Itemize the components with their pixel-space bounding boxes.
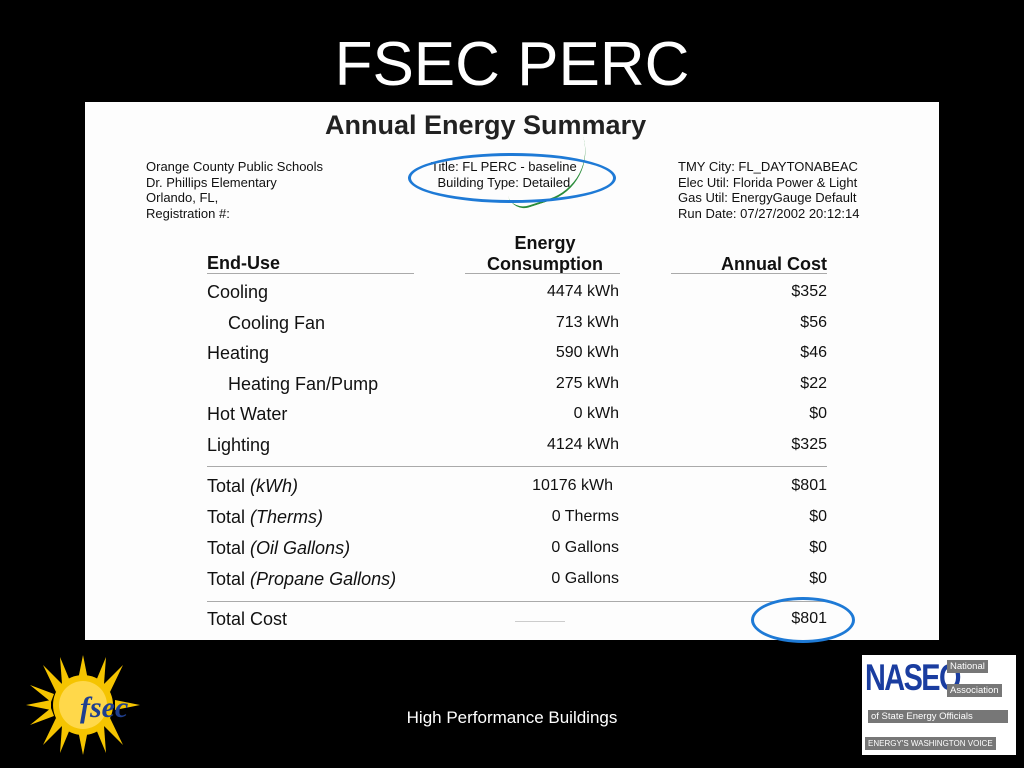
naseo-tag: of State Energy Officials	[868, 710, 1008, 723]
total-rule	[207, 601, 827, 602]
total-unit: (kWh)	[250, 476, 299, 496]
row-cost: $352	[791, 283, 827, 300]
header-left-line: Registration #:	[146, 205, 230, 221]
header-rule	[671, 273, 827, 274]
row-energy: 0 Therms	[551, 508, 619, 525]
total-label: Total	[207, 569, 246, 589]
row-label: Total (Propane Gallons)	[207, 569, 396, 590]
total-label: Total	[207, 476, 246, 496]
column-header-energy: Energy Consumption	[465, 233, 625, 275]
header-left-line: Orange County Public Schools	[146, 159, 324, 174]
row-label: Heating	[207, 343, 270, 363]
header-right-line: Elec Util: Florida Power & Light	[678, 174, 858, 190]
slide-footer: High Performance Buildings	[406, 708, 618, 727]
table-row: Total (Propane Gallons) 0 Gallons $0	[85, 569, 939, 599]
header-left-line: Orlando, FL,	[146, 190, 219, 205]
title-circle-annotation	[408, 153, 616, 203]
header-right: TMY City: FL_DAYTONABEAC Elec Util: Flor…	[678, 159, 859, 221]
row-energy: 275 kWh	[555, 375, 619, 392]
row-energy: 713 kWh	[555, 314, 619, 331]
row-cost: $0	[809, 539, 827, 556]
row-energy: 4124 kWh	[546, 436, 619, 453]
total-unit: (Propane Gallons)	[250, 569, 397, 589]
row-cost: $801	[791, 477, 827, 494]
table-row: Hot Water 0 kWh $0	[85, 404, 939, 434]
row-energy: 4474 kWh	[546, 283, 619, 300]
column-header-energy-line1: Energy	[514, 233, 576, 253]
header-right-line: TMY City: FL_DAYTONABEAC	[678, 159, 858, 174]
row-energy: 0 kWh	[573, 405, 619, 422]
naseo-tag: Association	[947, 684, 1002, 697]
row-label: Total (kWh)	[207, 476, 298, 497]
table-row: Cooling 4474 kWh $352	[85, 282, 939, 312]
slide-title: FSEC PERC	[334, 30, 690, 99]
total-cost-circle-annotation	[751, 597, 855, 643]
fsec-logo: fsec	[26, 655, 140, 755]
sun-icon	[26, 655, 140, 755]
total-unit: (Oil Gallons)	[250, 538, 351, 558]
table-row: Total (kWh) 10176 kWh $801	[85, 476, 939, 506]
subtotal-rule	[207, 466, 827, 467]
header-right-line: Gas Util: EnergyGauge Default	[678, 190, 857, 205]
row-cost: $0	[809, 508, 827, 525]
naseo-logo: NASEO National Association of State Ener…	[862, 655, 1016, 755]
row-label: Cooling Fan	[228, 313, 326, 333]
row-cost: $325	[791, 436, 827, 453]
table-row: Total (Oil Gallons) 0 Gallons $0	[85, 538, 939, 568]
column-header-energy-line2: Consumption	[487, 254, 603, 274]
naseo-tag: National	[947, 660, 988, 673]
table-row: Cooling Fan 713 kWh $56	[85, 313, 939, 343]
row-label: Heating Fan/Pump	[228, 374, 379, 394]
total-label: Total	[207, 507, 246, 527]
header-rule	[207, 273, 414, 274]
dash-mark	[515, 621, 565, 622]
total-label: Total	[207, 538, 246, 558]
document-title: Annual Energy Summary	[325, 110, 647, 140]
header-left-line: Dr. Phillips Elementary	[146, 174, 277, 190]
row-cost: $0	[809, 405, 827, 422]
row-energy: 10176 kWh	[532, 477, 613, 494]
header-rule	[465, 273, 620, 274]
row-cost: $22	[800, 375, 827, 392]
table-row: Total (Therms) 0 Therms $0	[85, 507, 939, 537]
table-row: Heating Fan/Pump 275 kWh $22	[85, 374, 939, 404]
header-right-line: Run Date: 07/27/2002 20:12:14	[678, 205, 860, 221]
row-label: Total (Oil Gallons)	[207, 538, 350, 559]
total-cost-label: Total Cost	[207, 609, 288, 629]
row-cost: $46	[800, 344, 827, 361]
row-energy: 590 kWh	[555, 344, 619, 361]
table-row: Lighting 4124 kWh $325	[85, 435, 939, 465]
row-label: Lighting	[207, 435, 271, 455]
column-header-end-use: End-Use	[207, 253, 281, 273]
row-label: Cooling	[207, 282, 269, 302]
row-label: Hot Water	[207, 404, 288, 424]
row-energy: 0 Gallons	[551, 539, 619, 556]
total-unit: (Therms)	[250, 507, 324, 527]
column-header-cost: Annual Cost	[721, 254, 827, 274]
row-energy: 0 Gallons	[551, 570, 619, 587]
naseo-tag: ENERGY'S WASHINGTON VOICE	[865, 737, 996, 750]
row-cost: $56	[800, 314, 827, 331]
header-left: Orange County Public Schools Dr. Phillip…	[146, 159, 323, 221]
row-label: Total (Therms)	[207, 507, 323, 528]
naseo-logo-text: NASEO	[865, 657, 961, 698]
table-row: Heating 590 kWh $46	[85, 343, 939, 373]
energy-summary-document: Annual Energy Summary Orange County Publ…	[85, 102, 939, 643]
fsec-logo-text: fsec	[80, 691, 128, 724]
row-cost: $0	[809, 570, 827, 587]
